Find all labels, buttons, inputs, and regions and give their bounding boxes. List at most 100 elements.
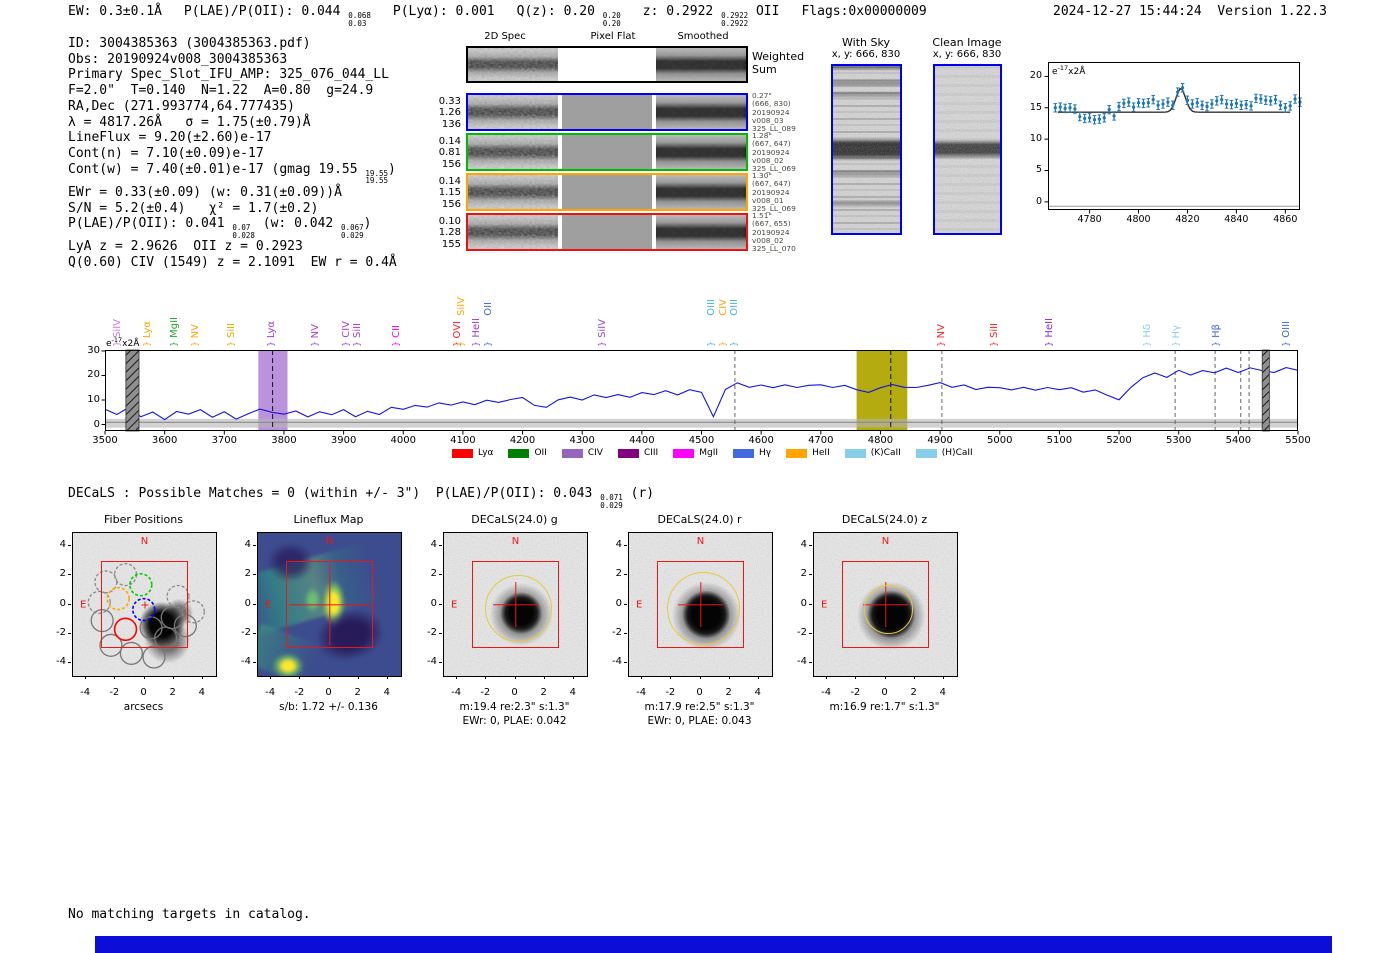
tick-mark xyxy=(253,632,256,634)
spectral-line-bracket: { xyxy=(705,341,716,347)
tick-mark xyxy=(357,676,359,679)
main-x-tick-label: 4500 xyxy=(688,435,715,446)
zoom-y-tick-label: 20 xyxy=(1029,70,1042,82)
panel-y-tick-label: -4 xyxy=(241,655,251,667)
tick-mark xyxy=(253,574,256,576)
panel-x-tick-label: 0 xyxy=(511,687,518,698)
spectral-line-bracket: { xyxy=(110,341,121,347)
panel-title: DECaLS(24.0) z xyxy=(841,513,928,526)
text-segment: Q(z): 0.20 xyxy=(516,4,603,19)
spectral-line-bracket: { xyxy=(1280,341,1291,347)
fiber-2d-spec-image xyxy=(468,135,558,169)
tick-mark xyxy=(270,676,272,679)
info-line: EWr = 0.33(±0.09) (w: 0.31(±0.09))Å xyxy=(68,185,397,201)
tick-mark xyxy=(85,676,87,679)
panel-caption: m:16.9 re:1.7" s:1.3" xyxy=(829,701,940,713)
spectral-line-label: Hδ xyxy=(1142,324,1154,338)
text-segment: Flags:0x00000009 xyxy=(801,4,927,19)
panel-y-tick-label: -4 xyxy=(56,655,66,667)
panel-y-tick-label: -4 xyxy=(427,655,437,667)
catalog-match-footer: No matching targets in catalog. Row inte… xyxy=(68,876,311,953)
zoom-x-tick-label: 4780 xyxy=(1077,214,1102,225)
tick-mark xyxy=(514,676,516,679)
photometric-aperture-circle xyxy=(484,575,552,643)
tick-mark xyxy=(439,632,442,634)
panel-y-tick-label: 4 xyxy=(800,539,807,551)
zoom-x-tick-label: 4840 xyxy=(1224,214,1249,225)
legend-item: Lyα xyxy=(452,448,493,458)
crosshair-horizontal xyxy=(289,603,370,606)
spectral-line-bracket: { xyxy=(1169,341,1180,347)
spectral-line-bracket: { xyxy=(482,341,493,347)
tick-mark xyxy=(386,676,388,679)
spectral-line-label: OVI xyxy=(452,320,464,339)
fiber-pixel-flat-image xyxy=(562,95,652,129)
legend-item: (K)CaII xyxy=(844,448,901,458)
col-header-smoothed: Smoothed xyxy=(677,31,729,42)
text-segment: RA,Dec (271.993774,64.777435) xyxy=(68,98,295,114)
weighted-2d-spec-image xyxy=(468,48,558,81)
compass-north-label: N xyxy=(140,536,149,547)
legend-item: Hγ xyxy=(733,448,771,458)
compass-north-label: N xyxy=(511,536,520,547)
text-segment: P(Lyα): 0.001 xyxy=(392,4,495,19)
decals-z-panel: N E xyxy=(813,532,958,677)
panel-title: DECaLS(24.0) g xyxy=(471,513,558,526)
tick-mark xyxy=(809,632,812,634)
text-segment: λ = 4817.26Å σ = 1.75(±0.79)Å xyxy=(68,114,311,130)
panel-caption-2: EWr: 0, PLAE: 0.043 xyxy=(647,715,752,727)
weighted-sum-strip xyxy=(466,46,748,83)
tick-mark xyxy=(68,661,71,663)
tick-mark xyxy=(485,676,487,679)
text-segment: (r) xyxy=(622,486,655,501)
spectral-line-bracket: { xyxy=(727,341,738,347)
compass-north-label: N xyxy=(696,536,705,547)
fiber-strip-row xyxy=(466,173,748,211)
main-x-tick-label: 5200 xyxy=(1106,435,1132,446)
stacked-uncertainty: 0.20 0.20 xyxy=(602,11,621,28)
panel-x-tick-label: -4 xyxy=(821,687,832,698)
fiber-pixel-flat-image xyxy=(562,215,652,249)
compass-north-label: N xyxy=(881,536,890,547)
legend-swatch-icon xyxy=(844,448,866,458)
main-x-tick-label: 3500 xyxy=(92,435,118,446)
tick-mark xyxy=(543,676,545,679)
spectral-line-bracket: { xyxy=(140,341,151,347)
panel-title: DECaLS(24.0) r xyxy=(657,513,742,526)
stacked-uncertainty: 0.2922 0.2922 xyxy=(721,11,749,28)
legend-swatch-icon xyxy=(561,448,583,458)
panel-y-tick-label: 2 xyxy=(615,568,622,580)
panel-y-tick-label: -4 xyxy=(612,655,622,667)
panel-y-tick-label: -2 xyxy=(427,626,437,638)
legend-swatch-icon xyxy=(915,448,937,458)
main-x-tick-label: 5300 xyxy=(1165,435,1192,446)
text-segment: EW: 0.3±0.1Å xyxy=(68,4,162,19)
tick-mark xyxy=(68,574,71,576)
fiber-pixel-flat-image xyxy=(562,135,652,169)
text-segment: DECaLS : Possible Matches = 0 (within +/… xyxy=(68,486,601,501)
legend-swatch-icon xyxy=(508,448,530,458)
weighted-pixel-flat-image xyxy=(562,48,652,81)
clean-image xyxy=(933,64,1002,235)
decals-g-panel: N E xyxy=(443,532,588,677)
footer-line: No matching targets in catalog. xyxy=(68,907,311,922)
spectral-line-label: NV xyxy=(935,323,947,338)
panel-y-tick-label: 4 xyxy=(430,539,437,551)
tick-mark xyxy=(439,661,442,663)
tick-mark xyxy=(68,632,71,634)
tick-mark xyxy=(641,676,643,679)
compass-east-label: E xyxy=(821,599,828,610)
fiber-strip-row xyxy=(466,133,748,171)
zoom-x-tick-label: 4820 xyxy=(1175,214,1200,225)
spectral-line-bracket: { xyxy=(987,341,998,347)
fiber-row-id: 0.27" (666, 830) 20190924 v008_03 325_LL_089 xyxy=(752,91,796,134)
panel-x-tick-label: -2 xyxy=(480,687,491,698)
band xyxy=(468,95,558,129)
decals-r-panel: N E xyxy=(628,532,773,677)
info-line: LyA z = 2.9626 OII z = 0.2923 xyxy=(68,239,397,255)
compass-east-label: E xyxy=(451,599,458,610)
fiber-smoothed-image xyxy=(656,135,746,169)
report-timestamp-version: 2024-12-27 15:44:24 Version 1.22.3 xyxy=(1053,4,1327,19)
spectral-line-bracket: { xyxy=(934,341,945,347)
spectral-line-bracket: { xyxy=(309,341,320,347)
